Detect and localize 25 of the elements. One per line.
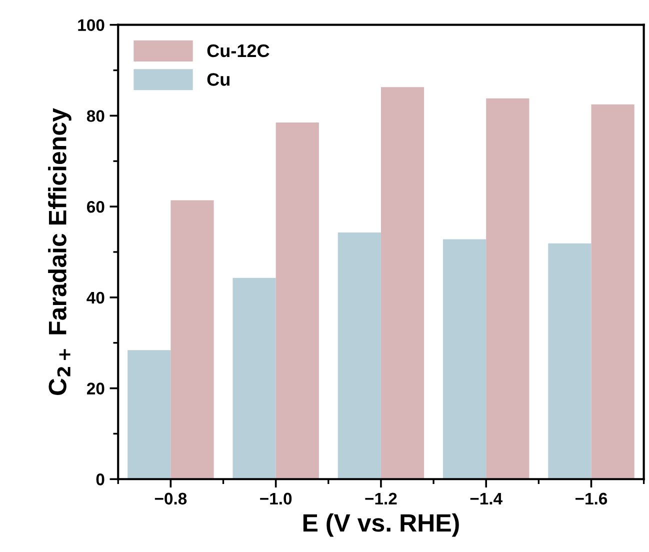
y-tick-label: 0 bbox=[96, 474, 104, 486]
y-tick-label: 80 bbox=[86, 110, 104, 122]
x-tick-label: −1.4 bbox=[470, 492, 502, 504]
bar bbox=[442, 239, 486, 480]
bar bbox=[380, 87, 424, 480]
bar bbox=[486, 98, 530, 480]
y-tick-label: 40 bbox=[86, 292, 104, 304]
y-axis-title: C$_{2+}$ Faradaic Efficiency bbox=[48, 108, 72, 395]
y-tick-label: 60 bbox=[86, 200, 104, 213]
legend-label: Cu-12C bbox=[207, 44, 270, 58]
y-tick-label: 100 bbox=[78, 19, 104, 32]
bar bbox=[170, 200, 214, 480]
bar bbox=[548, 243, 592, 480]
x-tick-label: −1.6 bbox=[575, 492, 608, 505]
x-tick-label: −1.0 bbox=[260, 492, 292, 505]
bar bbox=[276, 122, 319, 480]
bar bbox=[338, 232, 381, 480]
x-tick-label: −0.8 bbox=[154, 492, 187, 505]
bar bbox=[591, 104, 634, 480]
bar bbox=[232, 278, 276, 480]
x-axis-title: E (V vs. RHE) bbox=[303, 513, 459, 537]
y-tick-label: 20 bbox=[86, 382, 104, 394]
bar bbox=[128, 350, 171, 480]
x-tick-label: −1.2 bbox=[365, 492, 397, 504]
legend-label: Cu bbox=[207, 73, 230, 86]
